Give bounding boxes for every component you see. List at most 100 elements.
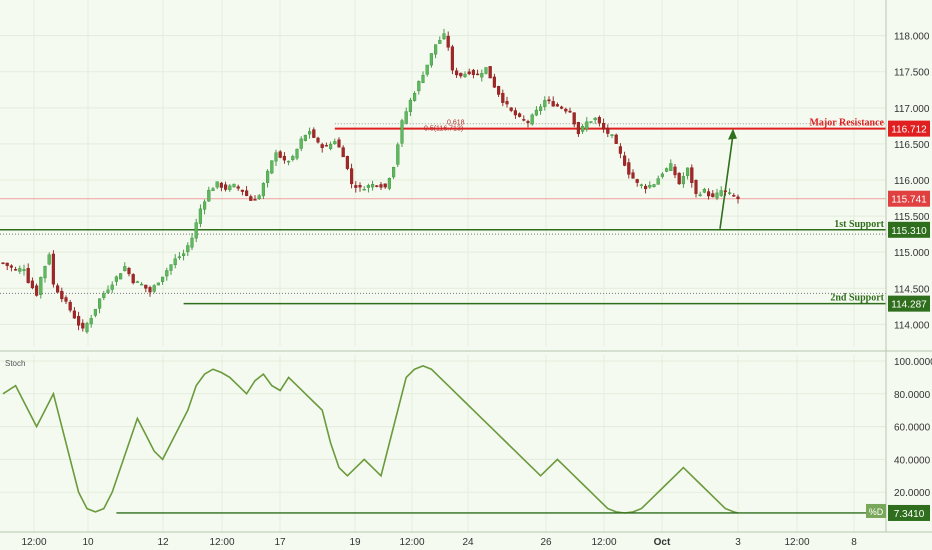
candle-body [530,114,534,125]
candle-body [543,100,547,107]
candle-body [30,280,34,289]
candle-body [551,101,555,107]
candle-body [26,268,30,283]
candle-body [455,70,459,76]
candle-body [593,117,597,121]
time-tick-label: 24 [462,537,474,548]
candle-body [681,176,685,185]
candle-body [522,119,526,121]
price-tick-label: 115.500 [894,212,930,223]
candle-body [686,167,690,176]
candle-body [266,170,270,183]
candle-body [127,268,131,275]
candle-body [81,322,85,329]
candle-body [434,44,438,55]
price-tick-label: 116.000 [894,176,930,187]
projection-arrow-line [719,134,734,229]
candle-body [669,163,673,171]
candle-body [480,73,484,78]
price-tick-label: 117.500 [894,68,930,79]
candle-body [501,92,505,103]
candle-body [413,93,417,101]
candle-body [228,185,232,191]
candle-body [635,179,639,183]
candle-body [438,40,442,44]
price-tick-label: 116.500 [894,140,930,151]
candle-body [597,117,601,124]
candle-body [362,189,366,191]
candle-body [446,35,450,48]
candle-body [539,106,543,111]
candle-body [576,122,580,135]
candle-body [694,180,698,194]
candle-body [202,201,207,210]
candle-body [690,167,694,183]
candle-body [1,262,5,264]
candle-body [198,208,202,224]
time-tick-label: Oct [654,537,671,548]
candle-body [64,297,68,302]
candle-body [555,104,559,107]
stoch-series-name: %D [869,507,884,517]
candle-body [177,256,181,258]
candle-body [114,276,118,282]
candle-body [602,122,606,130]
candle-body [165,270,169,277]
candle-body [341,147,345,158]
first-support-badge [888,221,930,238]
candle-body [194,222,198,239]
candle-body [476,73,480,76]
candle-body [60,290,64,300]
candle-body [673,166,677,176]
price-tick-label: 117.000 [894,104,930,115]
candle-body [249,196,253,201]
time-tick-label: 12:00 [784,537,809,548]
candle-body [211,188,215,191]
candle-body [497,86,501,95]
candle-body [35,285,39,296]
candle-body [102,293,106,298]
candle-body [572,112,576,125]
candle-body [278,151,282,158]
price-tick-label: 114.000 [894,320,930,331]
fib-level-label-2: 0.618 [447,120,465,127]
candle-body [68,301,72,311]
candle-body [648,184,652,188]
candle-body [106,289,110,293]
candle-body [308,131,312,135]
candle-body [585,121,589,130]
candle-body [5,262,9,266]
candle-body [429,53,433,66]
second-support-label: 2nd Support [830,293,884,304]
candle-body [207,189,211,202]
stoch-series-name-badge [866,503,886,518]
stoch-grid [0,355,886,533]
candle-body [139,283,144,286]
candle-body [509,107,513,111]
candle-body [656,178,660,185]
candle-body [392,167,396,178]
candle-body [484,67,488,74]
stoch-tick-label: 60.0000 [894,423,931,434]
candle-body [442,33,446,40]
candle-body [118,273,123,280]
candle-body [232,183,236,188]
candle-body [18,268,22,272]
candle-body [723,190,727,192]
candle-body [244,190,249,196]
candle-body [396,144,400,165]
major-resistance-label: Major Resistance [809,118,884,129]
candle-body [236,186,240,189]
candle-body [282,155,286,161]
candle-body [518,113,522,117]
candle-body [274,152,278,162]
time-tick-label: 26 [540,537,552,548]
time-tick-label: 12 [157,537,169,548]
candle-body [144,284,148,289]
candle-body [383,183,387,188]
candle-body [404,111,408,124]
candle-body [660,173,664,177]
stoch-tick-label: 20.0000 [894,488,931,499]
candle-body [366,185,370,188]
candle-body [261,183,265,197]
